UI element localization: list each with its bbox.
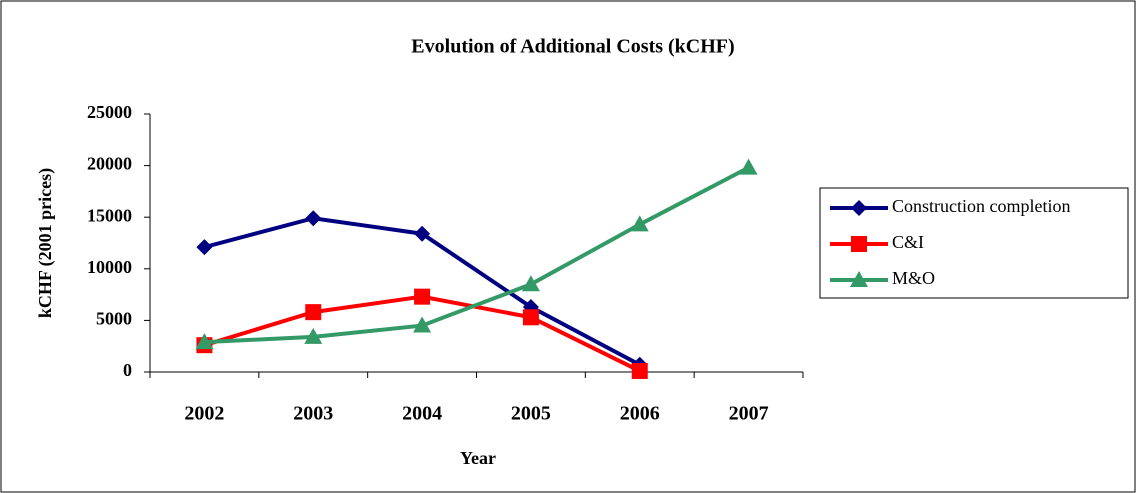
- legend-label: Construction completion: [892, 196, 1070, 216]
- x-axis-label: Year: [460, 448, 496, 468]
- marker: [522, 309, 539, 326]
- marker: [305, 304, 322, 321]
- marker: [305, 210, 322, 227]
- x-tick-label: 2005: [511, 403, 551, 425]
- x-tick-label: 2003: [293, 403, 333, 425]
- x-tick-label: 2006: [620, 403, 660, 425]
- marker: [196, 239, 213, 256]
- y-tick-label: 20000: [87, 154, 132, 174]
- marker: [630, 215, 649, 232]
- legend-marker: [851, 200, 867, 216]
- legend-label: M&O: [892, 268, 935, 288]
- marker: [631, 362, 648, 379]
- y-tick-label: 25000: [87, 102, 132, 122]
- marker: [413, 316, 432, 333]
- marker: [414, 288, 431, 305]
- chart-title: Evolution of Additional Costs (kCHF): [411, 36, 734, 58]
- y-tick-label: 15000: [87, 205, 132, 225]
- marker: [739, 158, 758, 175]
- y-axis-label: kCHF (2001 prices): [35, 168, 56, 318]
- marker: [414, 225, 431, 242]
- legend-marker: [850, 271, 868, 287]
- marker: [195, 333, 214, 350]
- y-tick-label: 5000: [96, 309, 132, 329]
- legend-marker: [851, 236, 867, 252]
- x-tick-label: 2004: [402, 403, 442, 425]
- legend-label: C&I: [892, 232, 924, 252]
- x-tick-label: 2002: [184, 403, 224, 425]
- x-tick-label: 2007: [729, 403, 769, 425]
- marker: [521, 275, 540, 292]
- y-tick-label: 0: [123, 360, 132, 380]
- series-line: [204, 165, 750, 345]
- y-tick-label: 10000: [87, 257, 132, 277]
- marker: [304, 327, 323, 344]
